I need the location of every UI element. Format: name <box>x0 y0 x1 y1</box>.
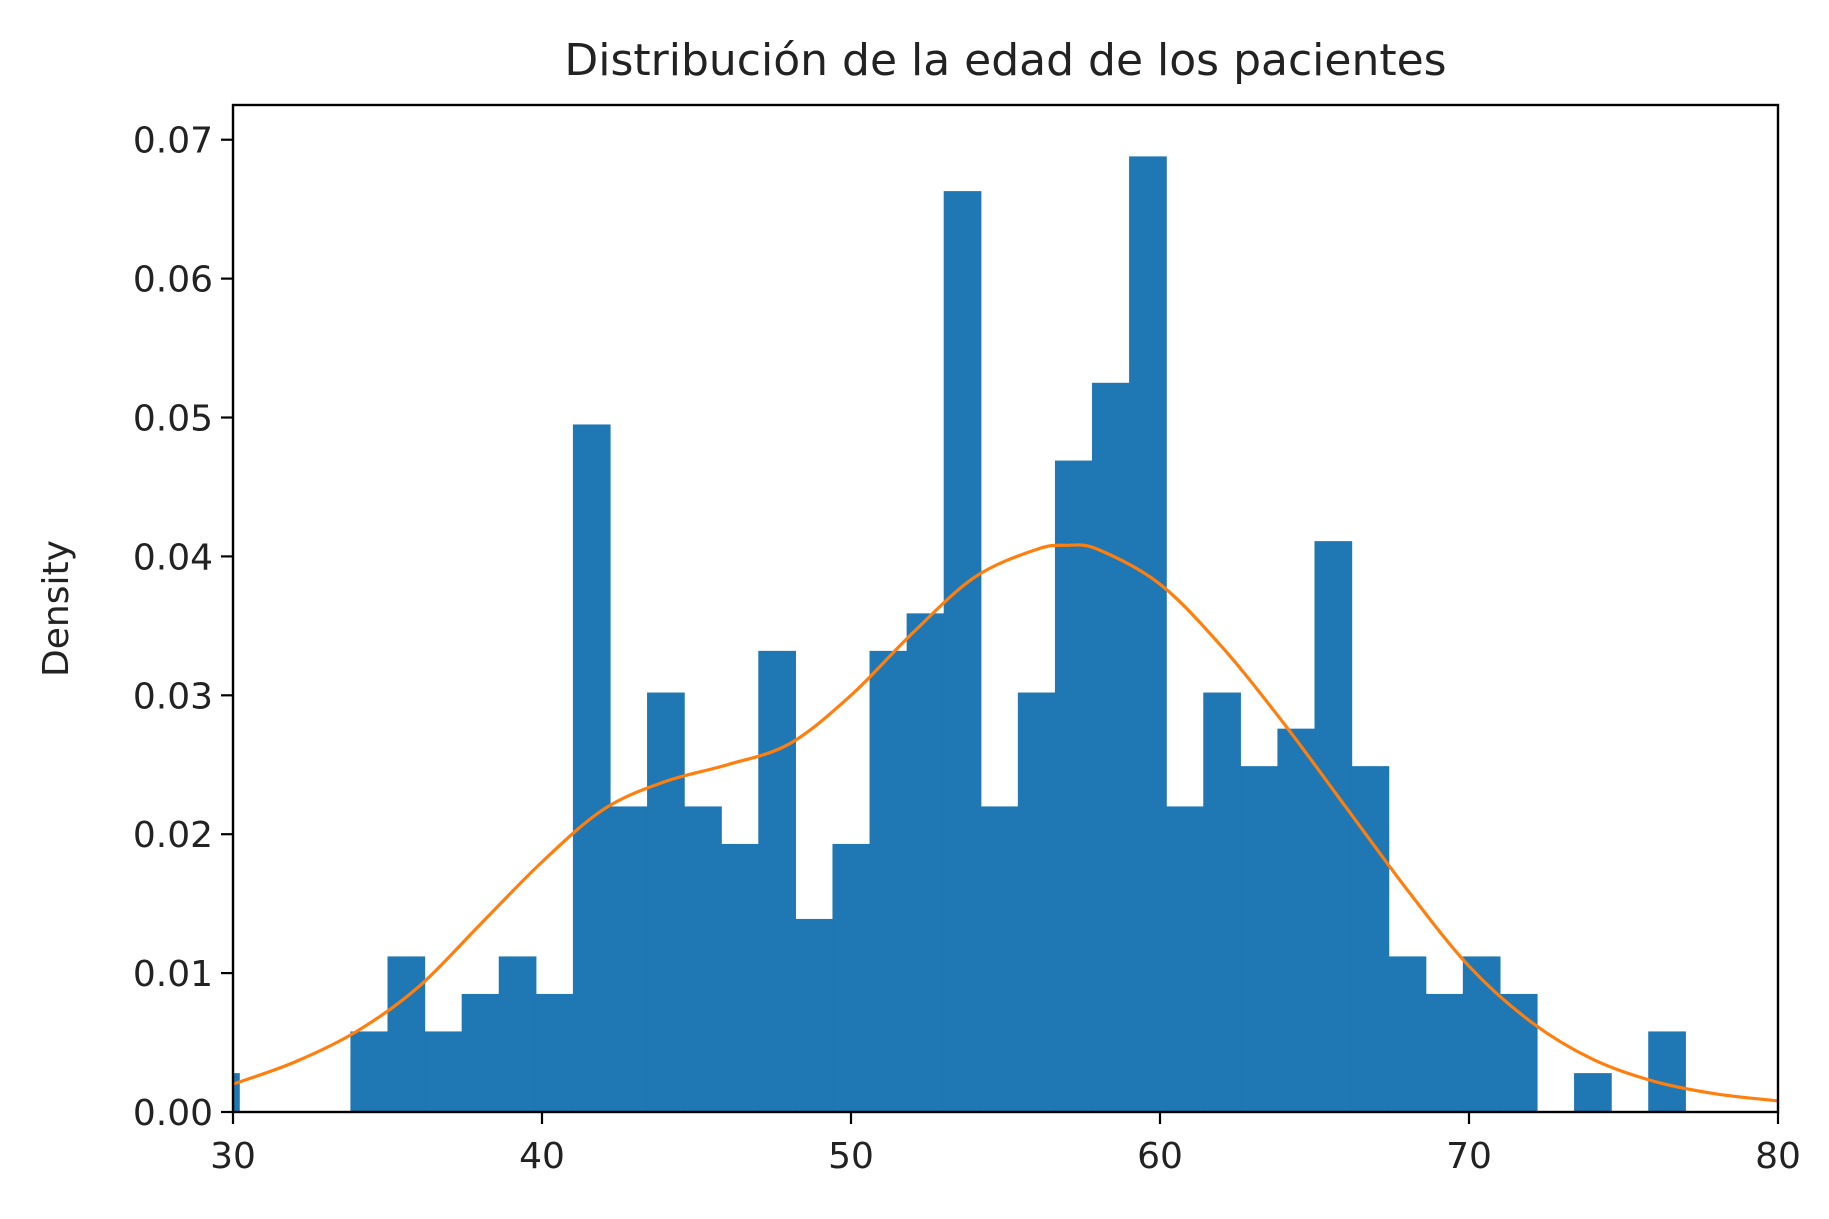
histogram-bar <box>535 993 574 1112</box>
histogram-bar <box>647 692 685 1112</box>
y-tick-label: 0.00 <box>133 1093 213 1134</box>
histogram-bar <box>350 1031 389 1112</box>
histogram-bars <box>233 156 1686 1112</box>
y-tick-label: 0.02 <box>133 815 213 856</box>
x-axis: 30 40 50 60 70 80 <box>210 1112 1801 1177</box>
chart-title: Distribución de la edad de los pacientes <box>564 35 1446 86</box>
histogram-bar <box>906 613 945 1112</box>
histogram-bar <box>869 650 908 1112</box>
histogram-bar <box>1314 541 1353 1112</box>
histogram-bar <box>1462 956 1501 1112</box>
histogram-bar <box>1092 382 1130 1112</box>
kde-line <box>233 543 1778 1103</box>
histogram-bar <box>684 806 722 1112</box>
histogram-bar <box>609 806 648 1112</box>
x-tick-label: 50 <box>828 1136 874 1177</box>
histogram-bar <box>1574 1073 1612 1112</box>
histogram-bar <box>1129 156 1167 1112</box>
y-tick-label: 0.05 <box>133 399 213 440</box>
histogram-bar <box>1351 766 1390 1112</box>
y-axis-label: Density <box>36 540 77 677</box>
x-tick-label: 70 <box>1446 1136 1492 1177</box>
histogram-bar <box>980 806 1019 1112</box>
histogram-bar <box>943 191 982 1112</box>
y-axis: 0.00 0.01 0.02 0.03 0.04 0.05 0.06 0.07 <box>133 121 233 1134</box>
histogram-bar <box>1054 460 1093 1112</box>
y-tick-label: 0.01 <box>133 954 213 995</box>
histogram-bar <box>758 650 796 1112</box>
histogram-bar <box>832 843 871 1112</box>
histogram-bar <box>795 918 834 1112</box>
histogram-bar <box>233 1073 240 1112</box>
x-tick-label: 30 <box>210 1136 256 1177</box>
histogram-bar <box>721 843 759 1112</box>
histogram-bar <box>1166 806 1204 1112</box>
histogram-bar <box>1277 728 1316 1112</box>
histogram-bar <box>387 956 426 1112</box>
histogram-bar <box>1425 993 1464 1112</box>
y-tick-label: 0.06 <box>133 260 213 301</box>
x-tick-label: 40 <box>519 1136 565 1177</box>
y-tick-label: 0.04 <box>133 537 213 578</box>
histogram-bar <box>1240 766 1279 1112</box>
plot-frame <box>231 103 1780 1114</box>
histogram-bar <box>572 424 611 1112</box>
y-tick-label: 0.07 <box>133 121 213 162</box>
histogram-bar <box>424 1031 463 1112</box>
histogram-bar <box>498 956 537 1112</box>
histogram-bar <box>1388 956 1427 1112</box>
histogram-bar <box>1017 692 1056 1112</box>
histogram-bar <box>1203 692 1241 1112</box>
x-tick-label: 80 <box>1755 1136 1801 1177</box>
y-tick-label: 0.03 <box>133 676 213 717</box>
x-tick-label: 60 <box>1137 1136 1183 1177</box>
histogram-bar <box>1648 1031 1686 1112</box>
histogram-bar <box>461 993 500 1112</box>
